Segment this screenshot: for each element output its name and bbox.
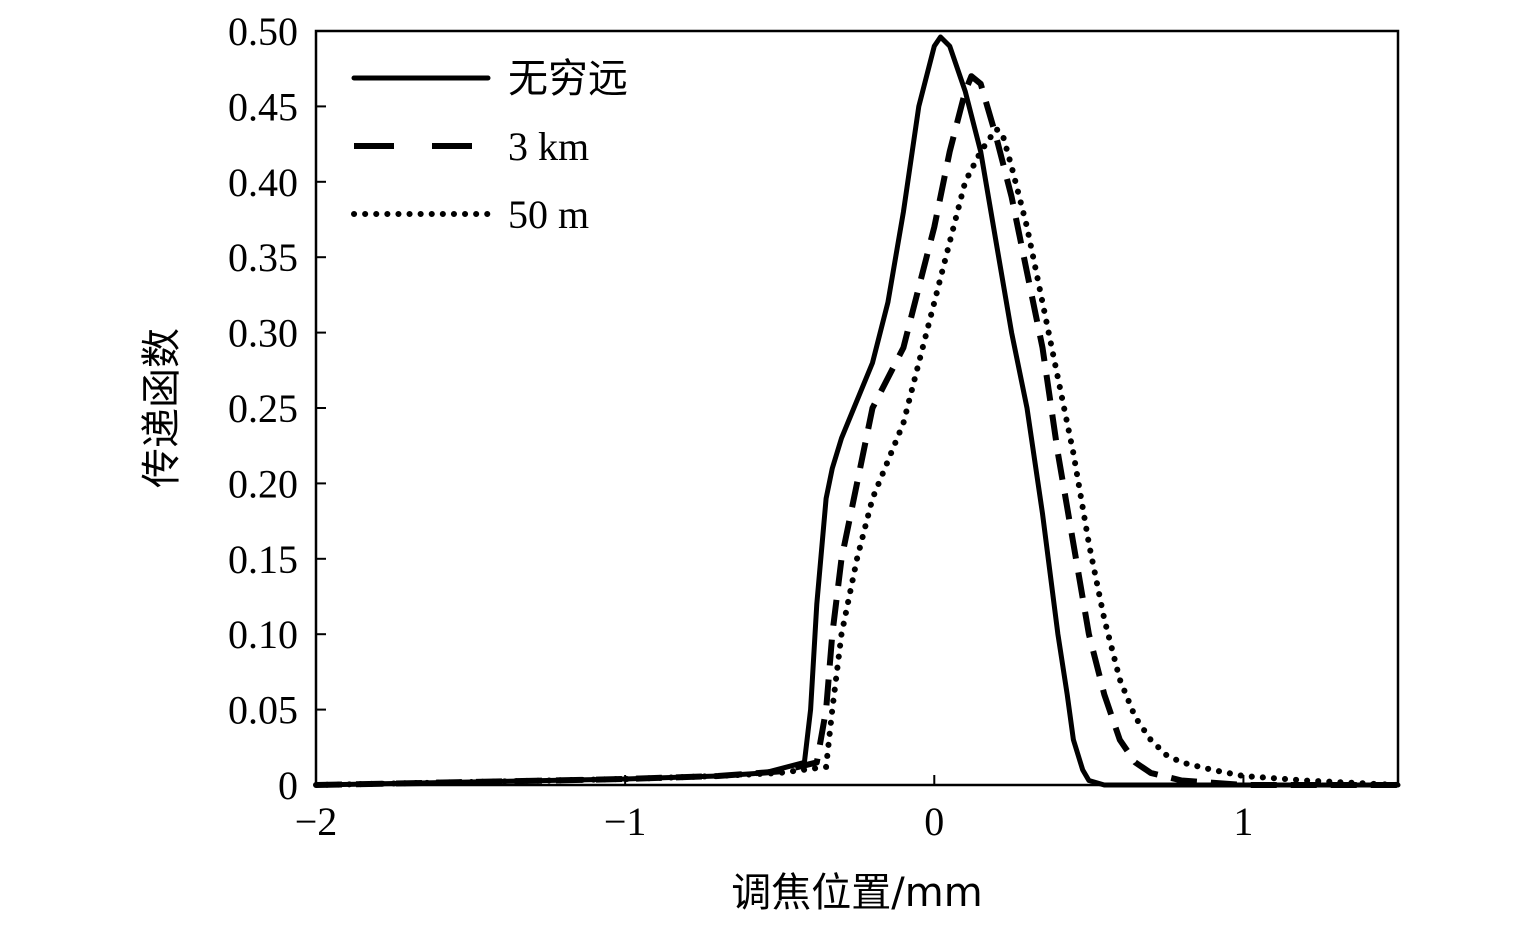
y-tick-label: 0.30 bbox=[228, 311, 298, 356]
series-line-2 bbox=[315, 73, 1398, 788]
plot-frame bbox=[314, 29, 1400, 787]
y-axis-title: 传递函数 bbox=[139, 328, 185, 488]
x-tick-label: −1 bbox=[604, 799, 647, 844]
legend-label-2: 3 km bbox=[508, 124, 589, 169]
y-tick-label: 0 bbox=[278, 763, 298, 808]
legend: 无穷远 3 km 50 m bbox=[351, 56, 628, 237]
x-tick-label: 0 bbox=[924, 799, 944, 844]
x-tick-label: 1 bbox=[1233, 799, 1253, 844]
x-tick-label: −2 bbox=[295, 799, 338, 844]
y-tick-label: 0.50 bbox=[228, 9, 298, 54]
y-tick-label: 0.20 bbox=[228, 461, 298, 506]
series-line-3 bbox=[313, 126, 1401, 788]
y-tick-label: 0.10 bbox=[228, 612, 298, 657]
y-tick-label: 0.40 bbox=[228, 160, 298, 205]
series-layer bbox=[313, 34, 1401, 788]
ticks-layer: −2 −1 0 1 0 0.05 0.10 0.15 0.20 0.25 0.30 0.35 0.40 0… bbox=[228, 9, 1253, 844]
legend-label-3: 50 m bbox=[508, 192, 589, 237]
y-tick-label: 0.45 bbox=[228, 84, 298, 129]
x-axis-title: 调焦位置/mm bbox=[731, 870, 982, 916]
legend-label-1: 无穷远 bbox=[508, 56, 628, 101]
y-tick-label: 0.25 bbox=[228, 386, 298, 431]
y-tick-label: 0.15 bbox=[228, 537, 298, 582]
series-line-1 bbox=[313, 34, 1401, 788]
y-tick-label: 0.05 bbox=[228, 688, 298, 733]
y-tick-label: 0.35 bbox=[228, 235, 298, 280]
